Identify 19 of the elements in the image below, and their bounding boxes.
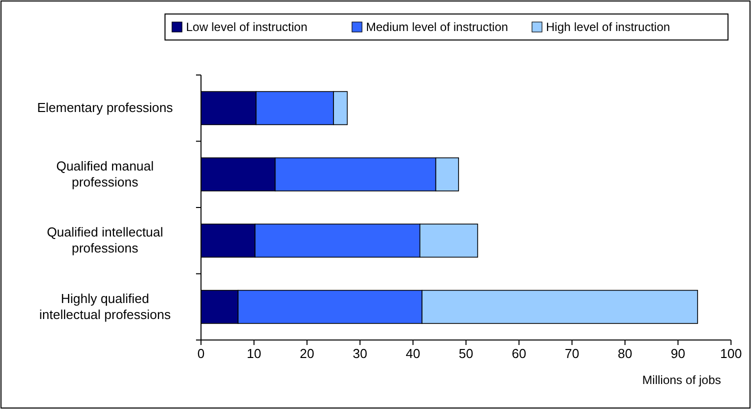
- x-tick-label: 100: [720, 346, 742, 361]
- x-tick-label: 90: [670, 346, 686, 361]
- y-tick-label: Qualified intellectual professions: [46, 224, 164, 256]
- x-axis-title: Millions of jobs: [642, 373, 721, 387]
- x-tick-label: 60: [512, 346, 526, 361]
- x-tick-label: 30: [352, 346, 368, 361]
- x-tick-label: 0: [197, 346, 205, 361]
- x-tick-label: 70: [564, 346, 580, 361]
- y-tick-label: Qualified manual professions: [56, 158, 154, 190]
- x-tick-label: 50: [458, 346, 474, 361]
- legend-label: High level of instruction: [546, 20, 670, 34]
- y-tick-label: Highly qualified intellectual professions: [39, 290, 172, 322]
- x-tick-label: 80: [618, 346, 632, 361]
- legend-label: Medium level of instruction: [366, 20, 508, 34]
- x-tick-label: 10: [246, 346, 262, 361]
- legend-label: Low level of instruction: [186, 20, 308, 34]
- y-tick-label: Elementary professions: [37, 100, 174, 116]
- x-tick-label: 40: [406, 346, 420, 361]
- x-tick-label: 20: [300, 346, 314, 361]
